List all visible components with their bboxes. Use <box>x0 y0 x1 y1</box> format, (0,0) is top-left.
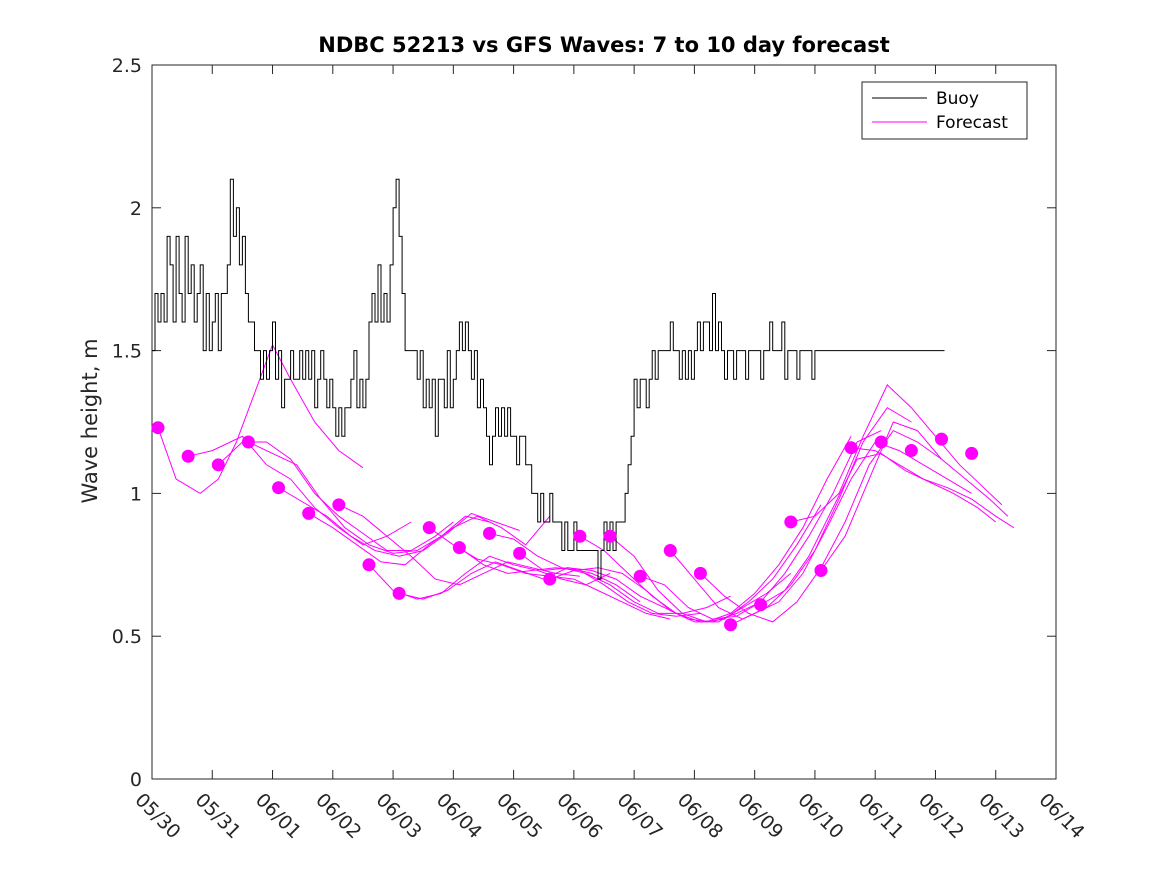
forecast-marker <box>693 566 707 580</box>
legend-label-forecast: Forecast <box>936 113 1008 133</box>
y-tick-label: 2.5 <box>112 55 142 77</box>
forecast-marker <box>422 521 436 535</box>
forecast-line <box>398 561 641 603</box>
chart-title: NDBC 52213 vs GFS Waves: 7 to 10 day for… <box>318 33 889 57</box>
forecast-marker <box>904 444 918 458</box>
forecast-line <box>308 512 551 566</box>
forecast-marker <box>302 506 316 520</box>
forecast-marker <box>874 435 888 449</box>
buoy-line <box>152 178 945 580</box>
forecast-line <box>760 452 997 606</box>
forecast-line <box>217 441 454 551</box>
forecast-marker <box>452 541 466 555</box>
forecast-marker <box>272 481 286 495</box>
forecast-marker <box>633 569 647 583</box>
y-tick-label: 0 <box>130 769 142 791</box>
forecast-line <box>851 447 1015 529</box>
forecast-line <box>790 384 1003 523</box>
forecast-marker <box>934 432 948 446</box>
forecast-marker <box>211 458 225 472</box>
forecast-line <box>820 421 1009 571</box>
forecast-line <box>579 504 822 623</box>
forecast-marker <box>814 564 828 578</box>
forecast-marker <box>754 598 768 612</box>
forecast-line <box>669 407 912 620</box>
forecast-marker <box>392 586 406 600</box>
legend-label-buoy: Buoy <box>936 89 979 109</box>
forecast-marker <box>663 544 677 558</box>
forecast-marker <box>513 546 527 560</box>
axes-box <box>151 64 1057 780</box>
forecast-marker <box>332 498 346 512</box>
y-tick-label: 2 <box>130 198 142 220</box>
forecast-marker <box>784 515 798 529</box>
y-axis-label: Wave height, m <box>78 338 102 503</box>
forecast-marker <box>482 526 496 540</box>
forecast-marker <box>603 529 617 543</box>
forecast-marker <box>965 446 979 460</box>
forecast-line <box>549 567 792 623</box>
y-tick-label: 1 <box>130 483 142 505</box>
legend-box <box>861 81 1028 140</box>
forecast-line <box>278 487 520 557</box>
forecast-marker <box>241 435 255 449</box>
forecast-line <box>188 435 412 546</box>
forecast-marker <box>573 529 587 543</box>
forecast-marker <box>362 558 376 572</box>
forecast-marker <box>151 421 165 435</box>
forecast-line <box>489 532 731 614</box>
forecast-line <box>157 343 364 495</box>
legend: Buoy Forecast <box>861 81 1028 140</box>
forecast-marker <box>844 441 858 455</box>
forecast-marker <box>543 572 557 586</box>
y-tick-label: 1.5 <box>112 341 142 363</box>
forecast-line <box>730 441 972 626</box>
forecast-line <box>459 547 701 617</box>
forecast-marker <box>181 449 195 463</box>
forecast-line <box>248 441 490 554</box>
y-tick-label: 0.5 <box>112 626 142 648</box>
forecast-marker <box>724 618 738 632</box>
